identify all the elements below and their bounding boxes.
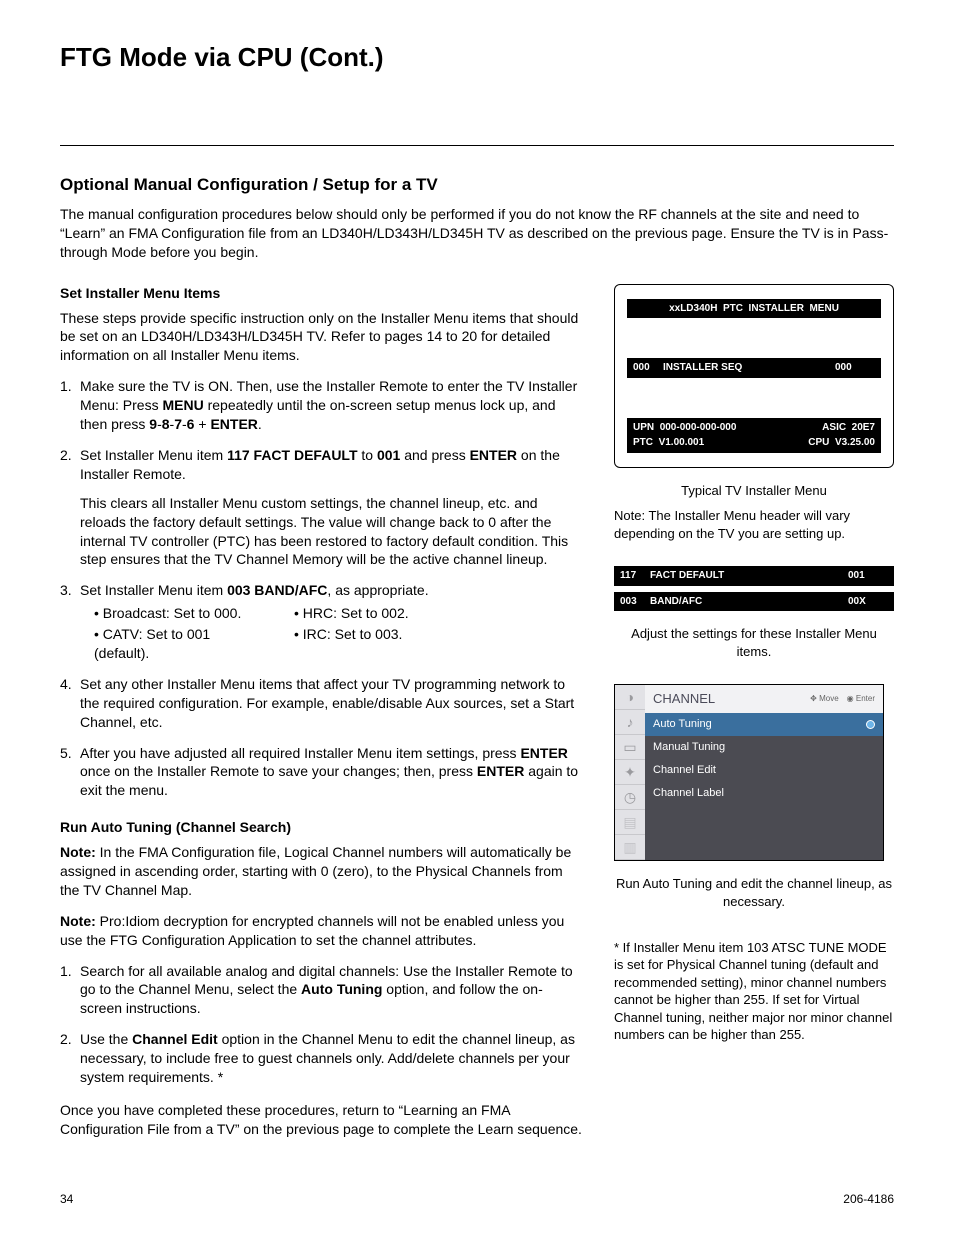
settings-diagram: 117 FACT DEFAULT 001 003 BAND/AFC 00X [614, 566, 894, 611]
enter-hint: ◉ Enter [847, 694, 875, 705]
closing-paragraph: Once you have completed these procedures… [60, 1101, 584, 1139]
input-icon: ▥ [615, 835, 645, 860]
screen-icon: ▭ [615, 735, 645, 760]
tvmenu-note: Note: The Installer Menu header will var… [614, 507, 894, 542]
step-4: Set any other Installer Menu items that … [60, 675, 584, 732]
channel-item-channel-edit: Channel Edit [645, 759, 883, 782]
settings-caption: Adjust the settings for these Installer … [614, 625, 894, 660]
menu-header: xxLD340H PTC INSTALLER MENU [669, 302, 839, 316]
settings-icon: ✦ [615, 760, 645, 785]
move-hint: ✥ Move [810, 694, 839, 705]
installer-menu-diagram: xxLD340H PTC INSTALLER MENU 000 INSTALLE… [614, 284, 894, 468]
autotune-step-1: Search for all available analog and digi… [60, 962, 584, 1019]
lock-icon: ▤ [615, 810, 645, 835]
intro-paragraph: The manual configuration procedures belo… [60, 205, 894, 262]
installer-heading: Set Installer Menu Items [60, 284, 584, 303]
installer-paragraph: These steps provide specific instruction… [60, 309, 584, 366]
horizontal-rule [60, 145, 894, 146]
channel-title: CHANNEL [653, 690, 715, 708]
audio-icon: ♪ [615, 710, 645, 735]
section-heading: Optional Manual Configuration / Setup fo… [60, 174, 894, 197]
channel-caption: Run Auto Tuning and edit the channel lin… [614, 875, 894, 910]
page-number: 34 [60, 1191, 73, 1207]
step-3: Set Installer Menu item 003 BAND/AFC, as… [60, 581, 584, 663]
band-option: • Broadcast: Set to 000. [94, 604, 264, 623]
autotune-step-2: Use the Channel Edit option in the Chann… [60, 1030, 584, 1087]
step-2-detail: This clears all Installer Menu custom se… [80, 494, 584, 570]
band-option: • HRC: Set to 002. [294, 604, 464, 623]
tvmenu-caption: Typical TV Installer Menu [614, 482, 894, 500]
autotune-heading: Run Auto Tuning (Channel Search) [60, 818, 584, 837]
doc-number: 206-4186 [843, 1191, 894, 1207]
time-icon: ◷ [615, 785, 645, 810]
band-option: • IRC: Set to 003. [294, 625, 464, 663]
channel-item-auto-tuning: Auto Tuning [645, 713, 883, 736]
radio-icon [866, 720, 875, 729]
band-option: • CATV: Set to 001 (default). [94, 625, 264, 663]
step-1: Make sure the TV is ON. Then, use the In… [60, 377, 584, 434]
autotune-note2: Note: Pro:Idiom decryption for encrypted… [60, 912, 584, 950]
channel-item-manual-tuning: Manual Tuning [645, 736, 883, 759]
picture-icon: ◑ [615, 685, 645, 710]
page-title: FTG Mode via CPU (Cont.) [60, 40, 894, 75]
footnote: * If Installer Menu item 103 ATSC TUNE M… [614, 939, 894, 1044]
autotune-note1: Note: In the FMA Configuration file, Log… [60, 843, 584, 900]
channel-menu-diagram: ◑ ♪ ▭ ✦ ◷ ▤ ▥ CHANNEL ✥ Move ◉ Enter [614, 684, 884, 861]
step-5: After you have adjusted all required Ins… [60, 744, 584, 801]
channel-item-channel-label: Channel Label [645, 782, 883, 805]
step-2: Set Installer Menu item 117 FACT DEFAULT… [60, 446, 584, 569]
